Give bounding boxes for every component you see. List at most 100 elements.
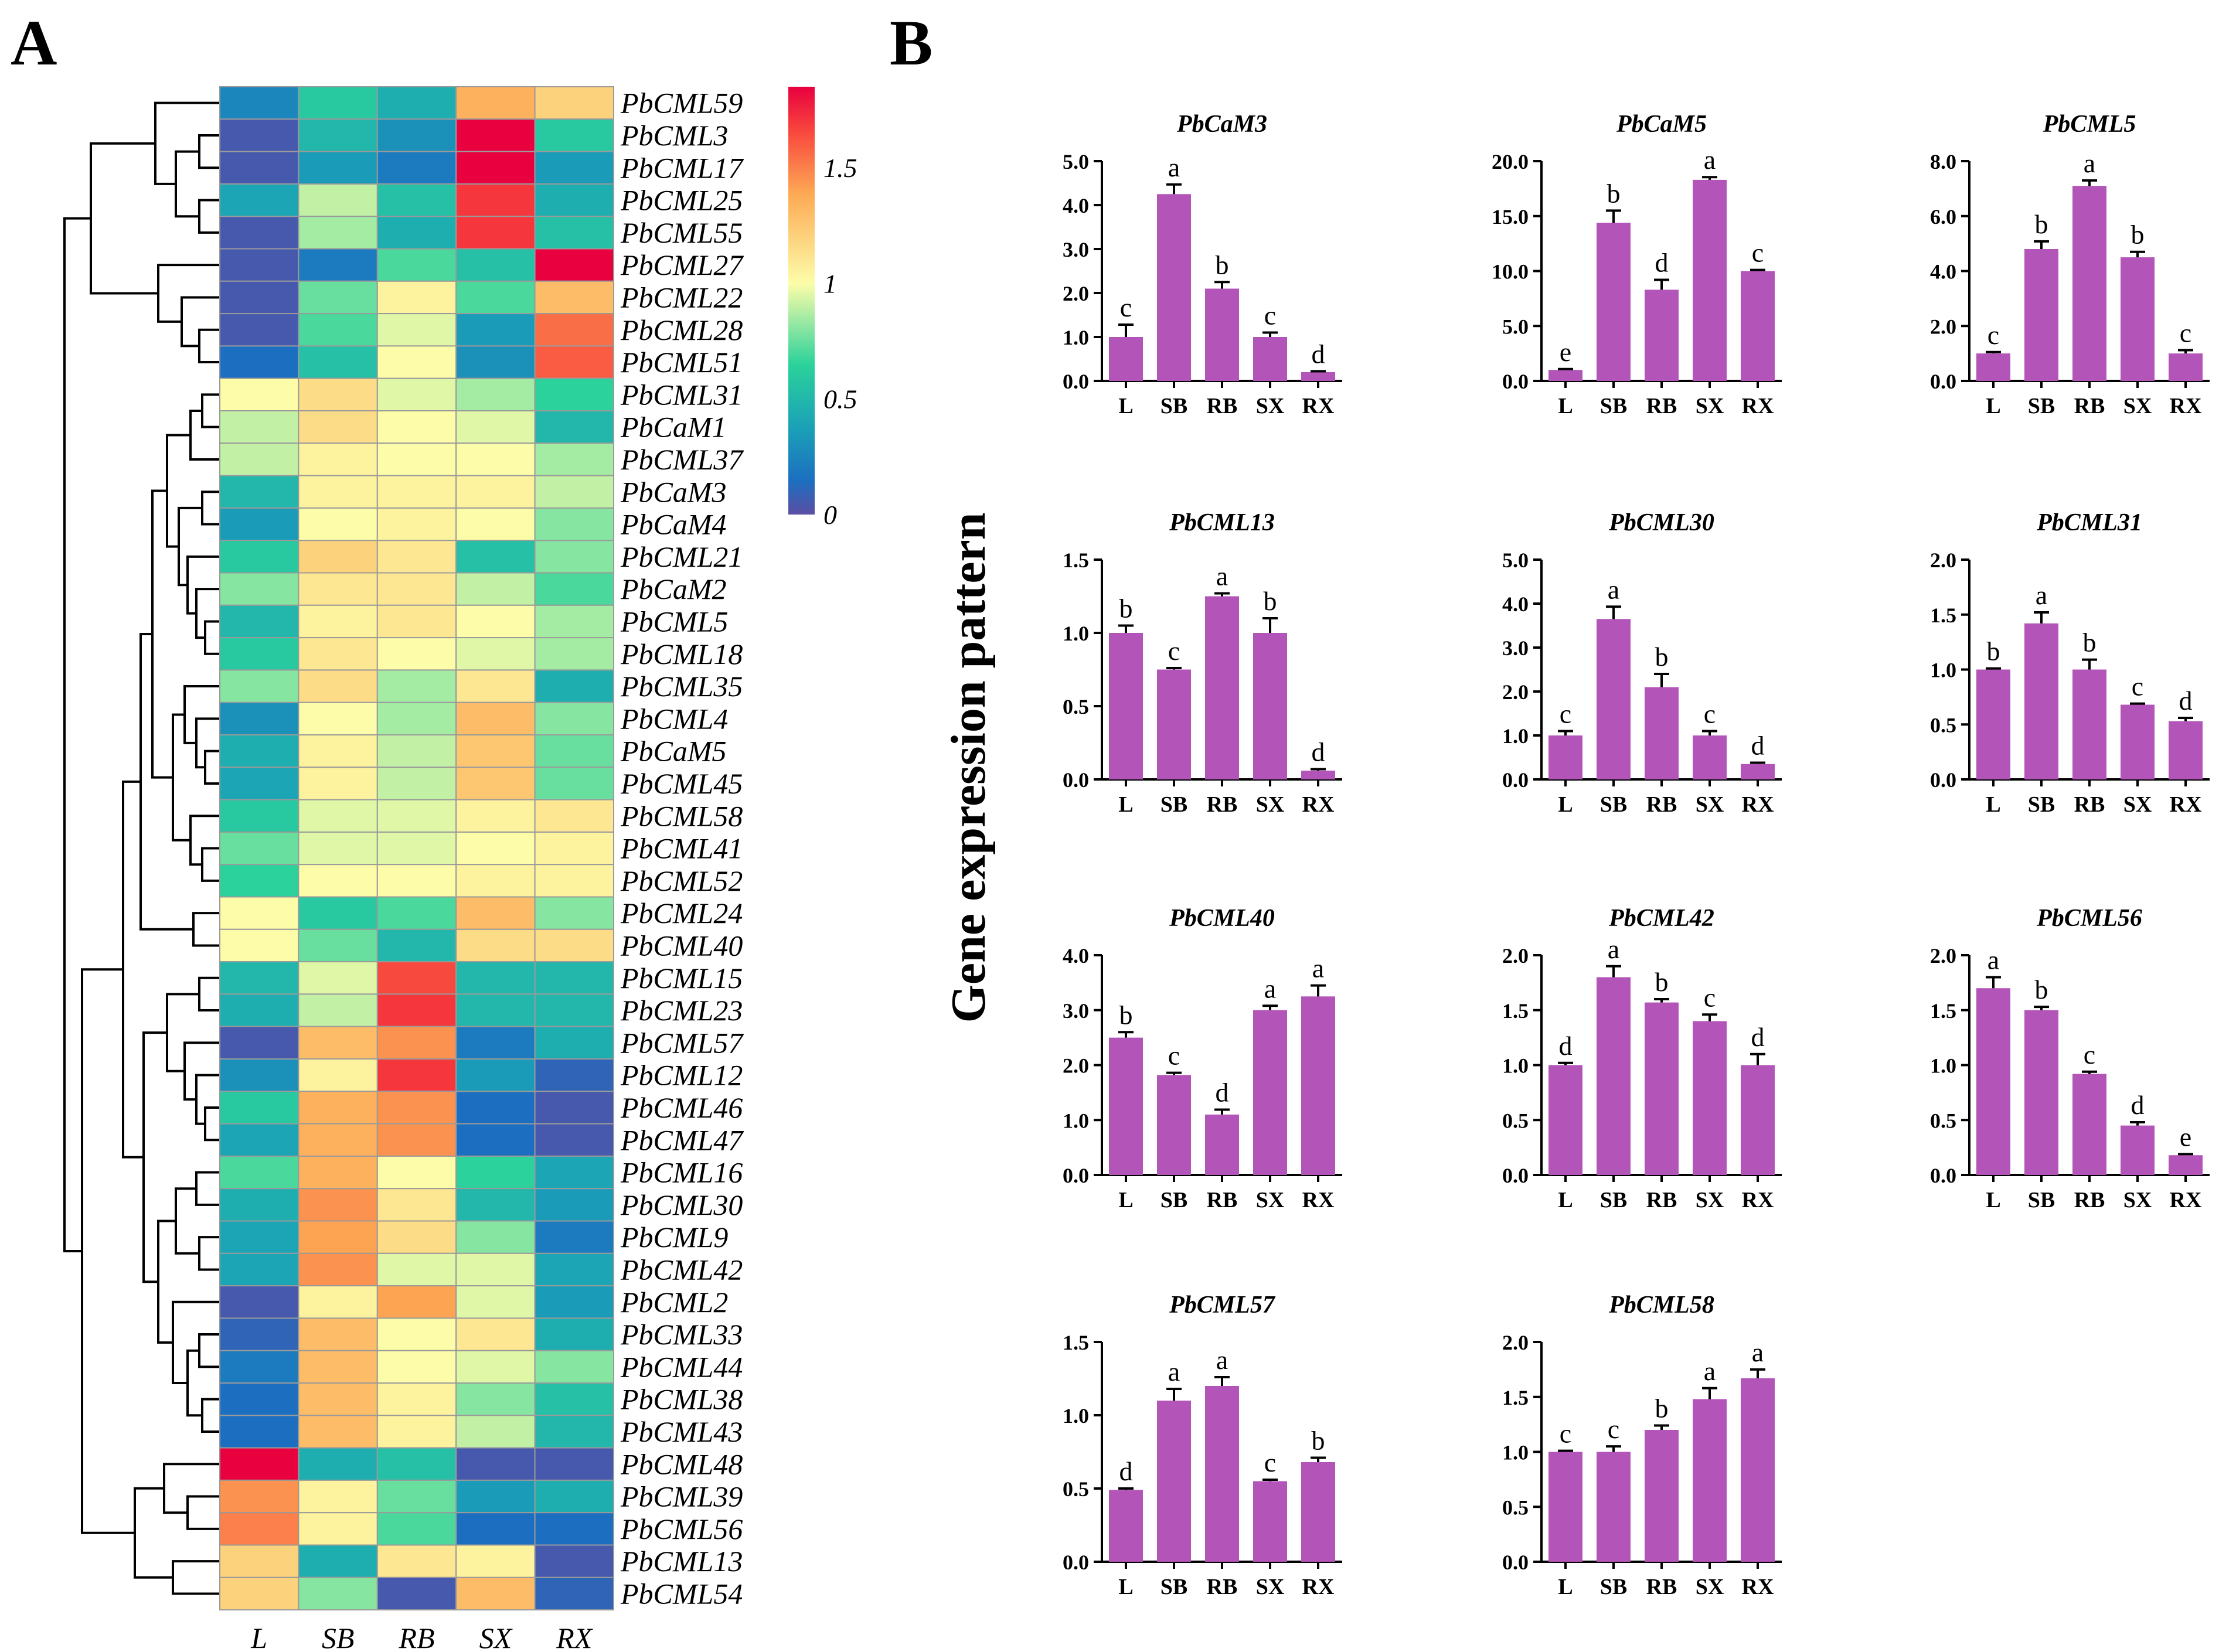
bar [1548,1065,1582,1175]
heatmap-cell [219,1058,300,1092]
heatmap-row-label: PbCML24 [620,897,743,929]
heatmap-cell [298,1415,378,1449]
chart-title: PbCML30 [1608,509,1714,536]
error-bar [1750,268,1765,271]
heatmap-cell [298,1188,378,1222]
heatmap-cell [455,637,536,671]
y-tick-label: 4.0 [1063,944,1089,968]
y-tick-label: 3.0 [1063,238,1089,261]
error-bar [1118,624,1134,633]
heatmap-row-label: PbCML30 [620,1188,743,1221]
x-tick-label: RX [1742,1188,1774,1212]
error-bar [1311,370,1326,373]
significance-letter: a [1216,1345,1228,1375]
heatmap-row-label: PbCML51 [620,346,743,379]
heatmap-cell [376,637,457,671]
dendrogram-branch [90,142,158,295]
significance-letter: b [1987,636,2000,666]
heatmap-cell [298,669,378,703]
heatmap-cell [298,280,378,315]
colorbar-tick-label: 0.5 [823,384,857,414]
heatmap-row-label: PbCML22 [620,281,743,314]
bar [1597,619,1631,779]
heatmap-cell [219,1544,300,1578]
bar [1301,771,1335,779]
x-tick-label: SX [1256,1575,1285,1599]
error-bar [2082,179,2097,186]
heatmap-cell [376,118,457,152]
heatmap-cell [376,572,457,606]
heatmap-cell [534,1544,614,1578]
heatmap-cell [455,1155,536,1190]
heatmap-cell [298,604,378,639]
heatmap-cell [298,410,378,444]
bar [1693,179,1727,381]
heatmap-row-label: PbCML39 [620,1480,743,1513]
x-tick-label: L [1558,792,1573,817]
bar [2121,704,2155,779]
heatmap-cell [376,669,457,703]
heatmap-cell [534,377,614,412]
heatmap-cell [455,767,536,801]
heatmap-cell [376,799,457,833]
heatmap-cell [376,604,457,639]
bar [1205,596,1239,779]
heatmap-cell [455,1026,536,1060]
y-tick-label: 1.0 [1930,659,1956,682]
heatmap-cell [298,442,378,476]
x-tick-label: RB [1207,792,1238,817]
x-tick-label: SB [2028,1188,2055,1212]
heatmap-cell [455,410,536,444]
dendrogram-branch [183,1041,220,1101]
heatmap-cell [219,604,300,639]
error-bar [1606,605,1621,619]
y-tick-label: 0.0 [1502,370,1529,393]
heatmap-cell [376,1544,457,1578]
heatmap-cell [219,151,300,185]
heatmap-col-labels: L SB RB SX RX [250,1622,594,1652]
heatmap-cell [455,1252,536,1287]
heatmap-cell [534,1220,614,1254]
x-tick-label: SX [1256,394,1285,418]
heatmap-cell [298,767,378,801]
panel-a: A PbCML59PbCML3PbCML17PbCML25PbCML55PbCM… [11,7,857,1652]
error-bar [2034,1006,2049,1010]
bar [1253,633,1287,779]
heatmap-cell [534,1155,614,1190]
x-tick-label: RX [1742,792,1774,817]
heatmap-cell [376,1576,457,1611]
heatmap-cell [219,377,300,412]
heatmap-cell [455,1447,536,1481]
bar-charts: PbCaM30.01.02.03.04.05.0cLaSBbRBcSXdRXPb… [1063,111,2210,1599]
x-tick-label: RB [1207,1575,1238,1599]
heatmap-row-label: PbCML27 [620,248,744,281]
x-tick-label: L [1118,1575,1133,1599]
heatmap-row-label: PbCML28 [620,314,743,346]
heatmap-row-label: PbCML54 [620,1577,743,1610]
error-bar [2034,240,2049,249]
colorbar-tick-label: 1.5 [823,153,857,183]
heatmap-cell [298,1382,378,1416]
y-tick-label: 1.5 [1063,549,1089,572]
heatmap-row-label: PbCML45 [620,767,743,800]
error-bar [1986,350,2001,354]
heatmap-cell [298,864,378,898]
x-tick-label: SB [1160,792,1187,817]
y-tick-label: 2.0 [1063,1054,1089,1078]
heatmap-cell [534,831,614,866]
x-tick-label: SB [2028,394,2055,418]
colorbar-ticks: 1.5 1 0.5 0 [823,153,857,530]
error-bar [1166,667,1182,670]
x-tick-label: SX [1696,1575,1724,1599]
y-tick-label: 3.0 [1502,636,1529,660]
heatmap-cell [534,1026,614,1060]
chart-title: PbCML13 [1169,509,1275,536]
heatmap-cell [219,572,300,606]
y-axis-title: Gene expression pattern [941,512,996,1023]
dendrogram-branch [163,1463,220,1514]
heatmap-cell [534,1350,614,1384]
bar [1597,1452,1631,1562]
heatmap-cell [298,799,378,833]
heatmap-cell [376,216,457,250]
